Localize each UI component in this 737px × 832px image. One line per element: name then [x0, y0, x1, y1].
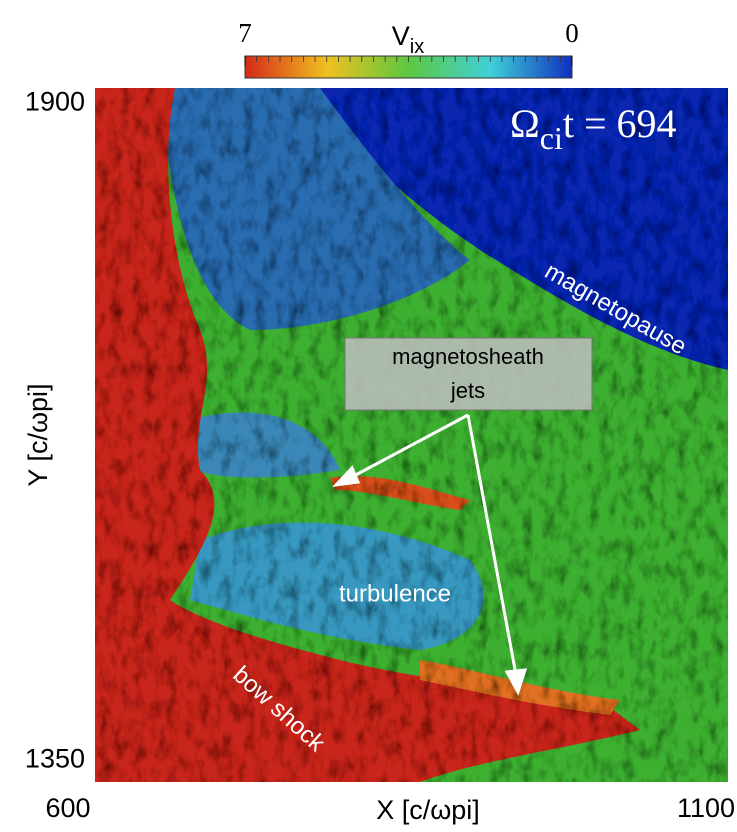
colorbar-label-sub: ix	[410, 36, 424, 58]
x-tick-label: 600	[45, 793, 90, 823]
time-label: Ωcit = 694	[510, 101, 677, 156]
y-tick-label: 1900	[25, 87, 85, 117]
x-axis-label: X [c/ωpi]	[376, 795, 480, 825]
colorbar-tick-label: 7	[238, 18, 252, 48]
y-tick-label: 1350	[25, 744, 85, 774]
annotation: turbulence	[339, 580, 451, 607]
colorbar-label-main: V	[392, 21, 410, 51]
time-symbol: Ω	[510, 101, 540, 146]
time-text: t = 694	[563, 101, 677, 146]
x-tick-label: 1100	[677, 793, 735, 823]
field-image	[95, 88, 728, 782]
colorbar-tick-label: 0	[565, 18, 579, 48]
arrow	[349, 413, 469, 480]
annotation-box	[344, 337, 593, 411]
annotation: magnetosheath	[392, 344, 544, 369]
arrow-head	[504, 668, 528, 696]
annotation: jets	[450, 378, 485, 403]
colorbar-label: Vix	[392, 21, 424, 58]
arrow	[466, 414, 518, 676]
time-sub: ci	[540, 120, 563, 156]
y-axis-label: Y [c/ωpi]	[23, 383, 53, 486]
arrow-head	[332, 465, 361, 488]
arrows	[332, 413, 528, 696]
